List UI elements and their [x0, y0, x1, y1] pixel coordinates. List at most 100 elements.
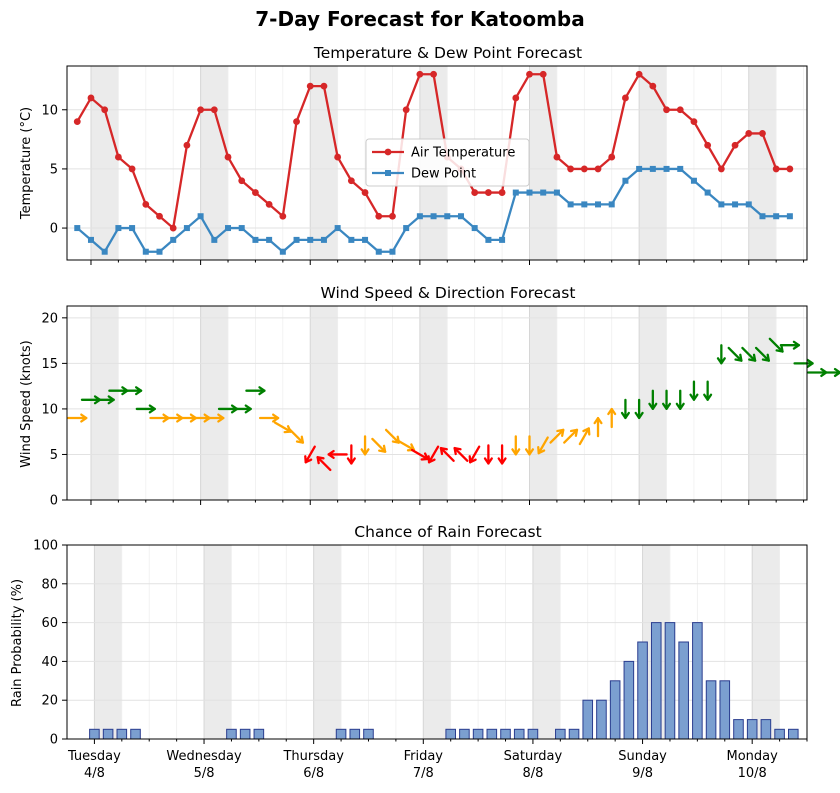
wind-shaded-band: [310, 306, 338, 500]
air-temperature-point: [471, 189, 479, 196]
wind-plot-background: [67, 306, 807, 501]
dew-point-point: [677, 165, 684, 172]
wind-y-tick-label: 15: [41, 357, 58, 372]
rain-y-tick-label: 40: [41, 655, 58, 670]
air-temperature-point: [114, 153, 122, 161]
rain-bar: [555, 728, 566, 740]
air-temperature-point: [224, 153, 232, 161]
wind-arrow-head: [607, 407, 617, 416]
wind-arrow-shaft: [316, 456, 332, 472]
rain-bar: [349, 728, 361, 740]
temperature-y-tick-label: 0: [50, 222, 58, 237]
wind-arrow: [607, 407, 617, 429]
rain-bar: [746, 719, 758, 740]
dew-point-point: [704, 189, 711, 196]
rain-bar: [664, 622, 676, 740]
dew-point-point: [403, 225, 410, 232]
rain-bars: [89, 622, 799, 740]
dew-point-point: [444, 213, 451, 220]
day-label: Monday: [727, 749, 779, 764]
wind-arrow-head: [524, 448, 535, 456]
wind-arrow-shaft: [768, 337, 784, 353]
wind-arrow-shaft: [727, 346, 743, 362]
legend-box: [365, 138, 530, 187]
rain-bar: [678, 641, 689, 740]
rain-shaded-band: [752, 545, 780, 739]
dew-point-point: [348, 236, 355, 243]
wind-arrow: [768, 337, 784, 353]
rain-y-tick-label: 100: [33, 539, 58, 554]
wind-arrow-head: [244, 404, 252, 414]
wind-arrow-head: [295, 435, 305, 444]
air-temperature-point: [580, 165, 588, 173]
dew-point-point: [622, 177, 629, 184]
temperature-y-axis-label: Temperature (°C): [19, 107, 34, 220]
dew-point-point: [499, 236, 506, 243]
air-temperature-point: [334, 153, 342, 161]
dew-point-point: [170, 236, 177, 243]
air-temperature-point: [704, 141, 712, 149]
wind-arrow: [661, 389, 672, 410]
wind-arrow-head: [360, 448, 370, 456]
air-temperature-point: [265, 201, 273, 208]
wind-arrow: [316, 456, 332, 472]
air-temperature-legend-marker: [384, 148, 392, 156]
temperature-legend: Air Temperature Dew Point: [365, 138, 530, 187]
wind-arrow: [258, 413, 280, 423]
air-temperature-point: [594, 165, 602, 173]
dew-point-point: [512, 189, 519, 196]
day-label: Tuesday: [67, 749, 121, 764]
wind-arrow: [563, 428, 579, 444]
dew-point-point: [320, 236, 327, 243]
wind-arrow-head: [620, 411, 630, 420]
day-label: Friday: [404, 749, 444, 764]
temperature-panel-title: Temperature & Dew Point Forecast: [313, 44, 582, 62]
temperature-axes-frame: [66, 65, 808, 261]
air-temperature-point: [238, 177, 246, 185]
day-axis-labels: Tuesday 4/8 Wednesday 5/8 Thursday 6/8 Friday 7…: [67, 749, 778, 781]
wind-arrow-head: [761, 353, 770, 362]
wind-arrow-head: [327, 449, 335, 459]
wind-arrow-head: [107, 395, 115, 405]
wind-arrow: [524, 435, 535, 456]
wind-arrow: [779, 340, 801, 350]
wind-arrow-shaft: [469, 445, 481, 464]
dew-point-point: [786, 213, 793, 220]
dew-point-point: [649, 165, 656, 172]
air-temperature-point: [197, 106, 205, 114]
wind-arrow-head: [272, 413, 280, 423]
air-temperature-point: [156, 212, 163, 220]
dew-point-point: [362, 236, 369, 243]
air-temperature-point: [731, 141, 739, 149]
wind-arrow: [537, 436, 549, 455]
wind-arrow: [346, 444, 356, 465]
dew-point-point: [416, 213, 423, 220]
dew-point-point: [183, 225, 190, 232]
date-label: 10/8: [738, 766, 767, 781]
wind-arrow-head: [439, 446, 448, 456]
wind-arrow-shaft: [304, 445, 316, 464]
air-temperature-point: [786, 165, 794, 173]
air-temperature-point: [676, 106, 684, 114]
date-label: 9/8: [632, 766, 653, 781]
air-temperature-point: [128, 165, 136, 173]
date-label: 6/8: [303, 766, 324, 781]
rain-bar: [733, 719, 744, 740]
wind-y-tick-label: 20: [41, 311, 58, 326]
air-temperature-point: [484, 189, 492, 196]
dew-point-point: [279, 248, 286, 255]
wind-arrow-head: [734, 353, 743, 362]
wind-arrow-head: [792, 340, 801, 350]
wind-arrow: [67, 413, 88, 423]
wind-arrow-head: [689, 393, 699, 401]
wind-arrow-head: [511, 448, 521, 456]
wind-y-tick-label: 5: [50, 448, 58, 463]
wind-arrow: [754, 346, 770, 362]
air-temperature-point: [252, 189, 259, 196]
wind-arrow-head: [806, 358, 814, 368]
wind-arrow-shaft: [439, 446, 455, 462]
rain-bar: [774, 728, 785, 740]
rain-bar: [582, 699, 594, 740]
day-label: Sunday: [618, 749, 667, 764]
